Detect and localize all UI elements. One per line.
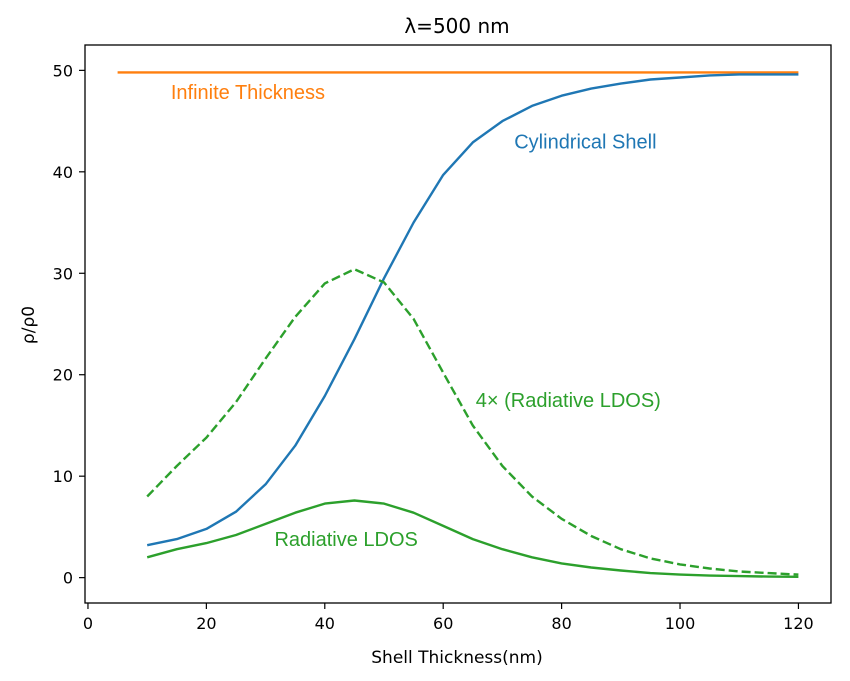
y-axis: 0 10 20 30 40 50 <box>53 61 85 588</box>
x-tick-label: 20 <box>196 614 216 633</box>
y-tick-label: 50 <box>53 61 73 80</box>
annotation-label-2: Cylindrical Shell <box>514 131 656 153</box>
series-line-2 <box>146 73 799 547</box>
annotation-label-1: Infinite Thickness <box>171 82 325 104</box>
x-axis-label: Shell Thickness(nm) <box>371 648 543 668</box>
x-tick-label: 80 <box>551 614 571 633</box>
y-axis-label: ρ/ρ0 <box>19 306 39 344</box>
y-tick-label: 0 <box>63 569 73 588</box>
y-tick-label: 30 <box>53 264 73 283</box>
x-tick-label: 100 <box>665 614 696 633</box>
y-tick-label: 10 <box>53 467 73 486</box>
plot-area-frame <box>84 44 832 604</box>
annotation-label-3: 4× (Radiative LDOS) <box>476 390 661 412</box>
x-tick-label: 120 <box>783 614 814 633</box>
y-tick-label: 20 <box>53 366 73 385</box>
y-tick-label: 40 <box>53 163 73 182</box>
annotation-label-4: Radiative LDOS <box>274 529 417 551</box>
x-tick-label: 60 <box>433 614 453 633</box>
x-tick-label: 0 <box>83 614 93 633</box>
x-axis: 0 20 40 60 80 100 120 <box>83 603 814 633</box>
chart-title: λ=500 nm <box>404 14 509 38</box>
annotation-layer: Infinite Thickness Cylindrical Shell 4× (R… <box>171 82 661 551</box>
series-line-3 <box>146 268 799 576</box>
series-layer <box>117 71 799 578</box>
series-line-4 <box>146 499 799 578</box>
x-tick-label: 40 <box>315 614 335 633</box>
